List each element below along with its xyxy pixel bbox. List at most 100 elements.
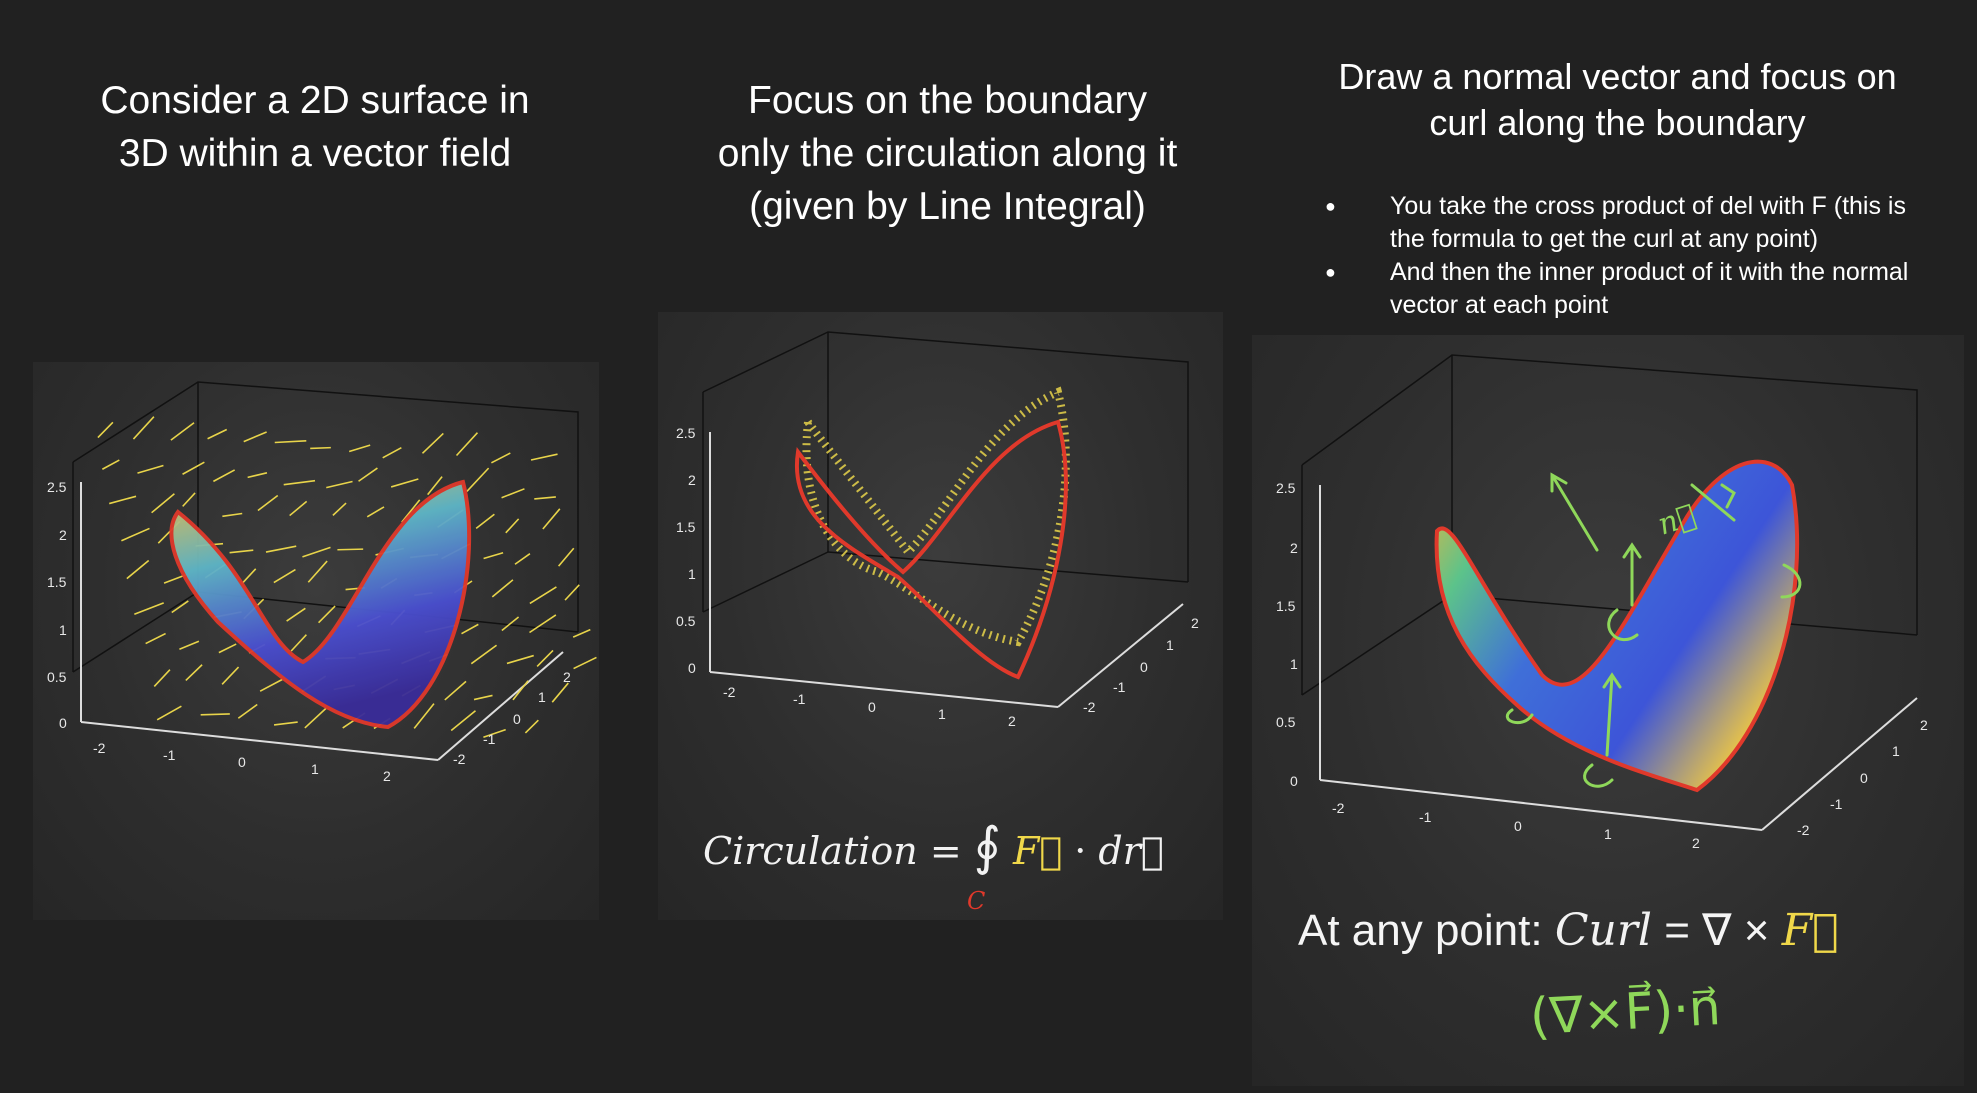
- vector-arrow: [326, 480, 353, 489]
- vector-arrow: [470, 644, 498, 665]
- vector-arrow: [182, 461, 205, 475]
- vector-arrow: [310, 446, 331, 450]
- panel2-x-tick: 2: [1008, 713, 1016, 729]
- vector-arrow: [348, 444, 371, 453]
- panel2-axes: [709, 432, 1184, 708]
- panel2-y-tick: 2: [1191, 615, 1199, 631]
- panel2-x-tick: -2: [723, 684, 736, 700]
- vector-arrow: [283, 479, 316, 486]
- vector-arrow: [259, 678, 283, 692]
- normal-vectors: [1505, 472, 1802, 788]
- vector-arrow: [542, 508, 561, 530]
- panel3-y-tick: 1: [1892, 743, 1900, 759]
- vector-arrow: [564, 584, 580, 601]
- vector-arrow: [126, 559, 150, 580]
- curl-formula-prefix: At any point:: [1298, 906, 1543, 955]
- dot-operator: ·: [1074, 829, 1087, 873]
- panel2-z-tick: 2: [688, 472, 696, 488]
- panel1-z-tick: 2.5: [47, 479, 67, 495]
- vector-arrow: [551, 682, 569, 703]
- vector-arrow: [137, 464, 164, 474]
- vector-arrow: [145, 632, 166, 645]
- panel2-grid: [702, 331, 1189, 613]
- vector-arrow: [382, 446, 402, 459]
- vector-arrow: [455, 432, 479, 457]
- vector-arrow: [401, 499, 421, 523]
- vector-arrow: [213, 469, 236, 483]
- panel2-z-tick: 2.5: [676, 425, 696, 441]
- panel1-x-tick: 1: [311, 761, 319, 777]
- vector-arrow: [221, 666, 240, 685]
- equals-sign: =: [929, 829, 962, 873]
- vector-arrow: [170, 422, 195, 441]
- del-cross-operator: ∇ ×: [1702, 906, 1770, 955]
- vector-arrow: [273, 721, 298, 726]
- vector-arrow: [483, 728, 506, 738]
- curl-label: Curl: [1554, 905, 1652, 956]
- panel1-surface: [169, 479, 472, 730]
- vector-arrow: [273, 568, 296, 584]
- vector-arrow: [461, 623, 479, 635]
- panel3-z-tick: 2.5: [1276, 480, 1296, 496]
- vector-arrow: [101, 459, 120, 470]
- vector-arrow: [506, 654, 534, 665]
- vector-arrow: [207, 428, 228, 440]
- vector-field-symbol: F⃗: [1012, 829, 1063, 873]
- panel1-grid: [72, 381, 579, 673]
- panel2-z-tick: 1.5: [676, 519, 696, 535]
- panel1-x-tick: 2: [383, 768, 391, 784]
- vector-arrow: [427, 476, 443, 496]
- vector-arrow: [237, 703, 258, 719]
- vector-arrow: [304, 707, 327, 729]
- panel1-x-tick: -1: [163, 747, 176, 763]
- panel1-z-tick: 1: [59, 622, 67, 638]
- vector-arrow: [265, 545, 297, 553]
- panel2-y-tick: 0: [1140, 659, 1148, 675]
- vector-arrow: [317, 605, 336, 624]
- panel3-z-tick: 1: [1290, 656, 1298, 672]
- vector-arrow: [289, 500, 308, 517]
- vector-arrow: [182, 492, 196, 507]
- bullet-item: And then the inner product of it with th…: [1325, 256, 1945, 322]
- panel3-x-tick: -2: [1332, 800, 1345, 816]
- panel3-y-tick: -1: [1830, 796, 1843, 812]
- panel1-x-tick: -2: [93, 740, 106, 756]
- vector-arrow: [247, 472, 268, 479]
- vector-arrow: [243, 431, 267, 443]
- panel1-y-tick: 0: [513, 711, 521, 727]
- panel1-axes: [80, 482, 564, 761]
- vector-arrow: [200, 713, 230, 716]
- panel3-z-tick: 0.5: [1276, 714, 1296, 730]
- panel3-x-tick: 2: [1692, 835, 1700, 851]
- vector-arrow: [512, 680, 529, 701]
- vector-arrow: [572, 628, 591, 638]
- vector-arrow: [491, 579, 514, 598]
- handwritten-dot-product: (∇×F⃗)·n⃗: [1528, 978, 1723, 1046]
- circulation-formula: Circulation = ∮ F⃗ · dr⃗: [703, 817, 1164, 877]
- panel3-plot-board: n⃗ 2.5 2 1.5 1 0.5 0 -2 -1 0 1 2 2 1 0 -…: [1252, 335, 1964, 1086]
- vector-arrow: [444, 680, 467, 701]
- vector-arrow: [491, 452, 511, 464]
- panel1-z-tick: 1.5: [47, 574, 67, 590]
- panel3-title: Draw a normal vector and focus on curl a…: [1338, 56, 1897, 143]
- vector-arrow: [337, 548, 364, 551]
- vector-arrow: [450, 710, 476, 732]
- vector-arrow: [229, 549, 254, 554]
- vector-arrow: [534, 496, 556, 500]
- vector-arrow: [421, 432, 444, 454]
- vector-arrow: [218, 643, 237, 654]
- panel3-surface: [1434, 459, 1800, 793]
- vector-arrow: [413, 703, 435, 729]
- panel2-3d-plot: 2.5 2 1.5 1 0.5 0 -2 -1 0 1 2 2 1 0 -1 -…: [676, 331, 1199, 729]
- panel3-z-tick: 2: [1290, 540, 1298, 556]
- circulation-label: Circulation: [703, 829, 918, 873]
- panel1-y-tick: 1: [538, 689, 546, 705]
- panel3-z-tick: 0: [1290, 773, 1298, 789]
- panel2-y-tick: -1: [1113, 679, 1126, 695]
- vector-arrow: [241, 568, 257, 585]
- vector-arrow: [501, 616, 520, 632]
- panel2-plot-board: 2.5 2 1.5 1 0.5 0 -2 -1 0 1 2 2 1 0 -1 -…: [658, 312, 1223, 920]
- vector-arrow: [573, 656, 597, 670]
- vector-arrow: [132, 416, 155, 440]
- vector-arrow: [536, 649, 554, 668]
